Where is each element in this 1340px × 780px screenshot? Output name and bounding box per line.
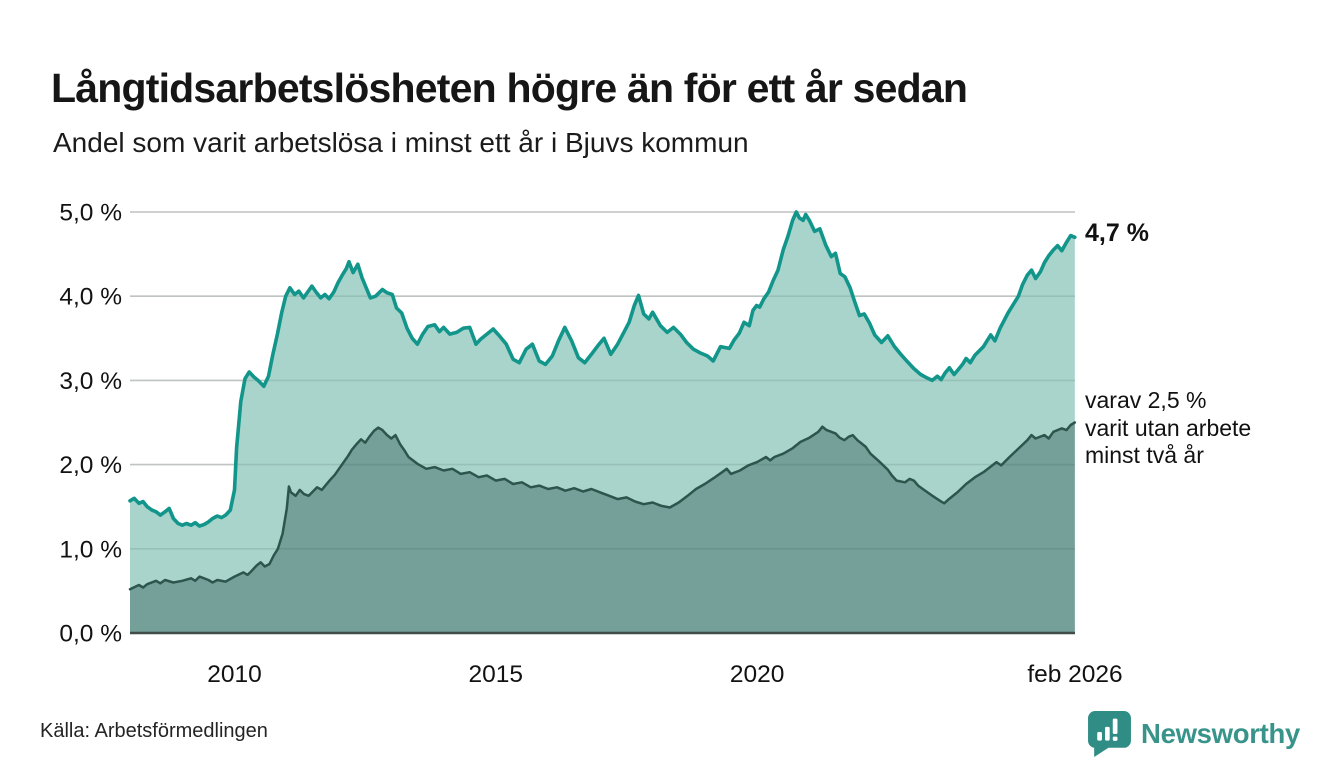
chart-subtitle: Andel som varit arbetslösa i minst ett å… xyxy=(53,127,749,158)
end-value-label-total: 4,7 % xyxy=(1085,219,1149,247)
source-note: Källa: Arbetsförmedlingen xyxy=(40,720,268,742)
brand-wordmark: Newsworthy xyxy=(1141,717,1300,749)
newsworthy-logo-icon xyxy=(1088,711,1131,757)
x-tick-label: feb 2026 xyxy=(1027,661,1122,688)
annotation-line: minst två år xyxy=(1085,442,1204,468)
y-tick-label: 2,0 % xyxy=(59,452,122,479)
annotation-line: varav 2,5 % xyxy=(1085,387,1207,413)
line-minst-ett-ar xyxy=(128,210,1077,528)
page-title: Långtidsarbetslösheten högre än för ett … xyxy=(51,65,968,112)
y-tick-label: 3,0 % xyxy=(59,368,122,395)
x-tick-label: 2015 xyxy=(469,661,524,688)
line-minst-tva-ar xyxy=(128,421,1077,591)
y-tick-label: 1,0 % xyxy=(59,536,122,563)
y-tick-label: 5,0 % xyxy=(59,200,122,227)
y-tick-label: 0,0 % xyxy=(59,621,122,648)
area-minst-tva-ar xyxy=(130,422,1075,633)
x-tick-label: 2020 xyxy=(730,661,785,688)
x-tick-label: 2010 xyxy=(207,661,262,688)
y-tick-label: 4,0 % xyxy=(59,284,122,311)
end-annotation-two-years: varav 2,5 % varit utan arbete minst två … xyxy=(1085,387,1251,470)
annotation-line: varit utan arbete xyxy=(1085,414,1252,441)
brand-logo: Newsworthy xyxy=(1087,710,1300,757)
